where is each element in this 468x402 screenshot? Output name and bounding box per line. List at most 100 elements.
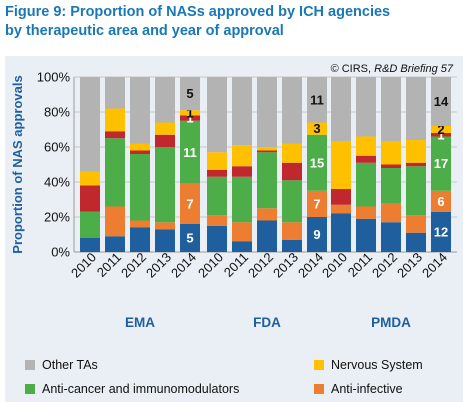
x-tick-label-ema-2012: 2012 (118, 250, 149, 281)
figure-title: Figure 9: Proportion of NASs approved by… (5, 3, 460, 41)
bar-pmda-2014-anti-infective (431, 190, 451, 212)
bar-pmda-2011-other-tas (356, 77, 376, 137)
bar-pmda-2010-nervous-system (331, 141, 351, 189)
bar-pmda-2013-anti-infective (406, 215, 426, 233)
bar-fda-2010-other-tas (207, 77, 227, 153)
bar-pmda-2010-blue-segment (331, 213, 351, 252)
y-axis-title: Proportion of NAS approvals (10, 75, 25, 253)
data-label-ema-2014-red-segment: 1 (186, 111, 193, 126)
bar-ema-2011-anti-cancer-and-immunomodulators (105, 138, 125, 207)
data-label-ema-2014-anti-cancer-and-immunomodulators: 11 (183, 145, 197, 160)
bar-fda-2012-blue-segment (257, 220, 277, 252)
legend-label-nervous-system: Nervous System (331, 358, 423, 372)
x-tick-label-pmda-2013: 2013 (394, 250, 425, 281)
y-tick-label-3: 60% (44, 140, 70, 155)
data-label-fda-2014-other-tas: 11 (310, 92, 324, 107)
bar-pmda-2012-anti-cancer-and-immunomodulators (381, 168, 401, 203)
bar-fda-2010-anti-cancer-and-immunomodulators (207, 176, 227, 216)
data-label-fda-2014-blue-segment: 9 (313, 227, 320, 242)
bar-fda-2014-anti-cancer-and-immunomodulators (307, 134, 327, 191)
bar-ema-2014-anti-infective (180, 183, 200, 224)
group-label-ema: EMA (125, 315, 155, 330)
bar-ema-2013-nervous-system (155, 122, 175, 135)
bar-ema-2013-anti-cancer-and-immunomodulators (155, 147, 175, 223)
bar-pmda-2012-anti-infective (381, 203, 401, 223)
x-tick-label-ema-2011: 2011 (94, 250, 124, 280)
y-tick-label-5: 100% (37, 70, 71, 85)
bar-fda-2010-blue-segment (207, 225, 227, 252)
x-tick-label-ema-2010: 2010 (68, 250, 99, 281)
x-tick-label-fda-2011: 2011 (221, 250, 251, 280)
y-tick-label-0: 0% (51, 245, 70, 260)
data-label-pmda-2014-other-tas: 14 (434, 94, 449, 109)
bar-ema-2010-blue-segment (80, 238, 100, 252)
y-tick-label-4: 80% (44, 105, 70, 120)
bar-fda-2011-anti-cancer-and-immunomodulators (232, 176, 252, 223)
bar-ema-2013-red-segment (155, 134, 175, 147)
bar-fda-2011-red-segment (232, 166, 252, 177)
bar-pmda-2013-nervous-system (406, 140, 426, 163)
bar-fda-2014-anti-infective (307, 190, 327, 217)
data-label-fda-2014-nervous-system: 3 (313, 121, 320, 136)
bar-fda-2014-other-tas (307, 77, 327, 123)
figure-title-line-1: Figure 9: Proportion of NASs approved by… (5, 4, 391, 20)
bar-fda-2013-other-tas (282, 77, 302, 144)
legend-item-other-tas: Other TAs (25, 358, 98, 372)
bar-fda-2010-nervous-system (207, 152, 227, 170)
x-tick-label-ema-2014: 2014 (168, 250, 199, 281)
bar-fda-2012-anti-infective (257, 208, 277, 221)
bar-ema-2011-anti-infective (105, 206, 125, 237)
legend-item-nervous-system: Nervous System (314, 358, 423, 372)
bar-pmda-2013-anti-cancer-and-immunomodulators (406, 166, 426, 216)
bar-ema-2012-other-tas (130, 77, 150, 144)
legend-swatch-anti-infective (314, 384, 324, 394)
bar-ema-2010-red-segment (80, 185, 100, 212)
bar-fda-2013-nervous-system (282, 143, 302, 163)
group-label-fda: FDA (253, 315, 281, 330)
bar-fda-2012-nervous-system (257, 147, 277, 151)
bar-fda-2013-red-segment (282, 162, 302, 181)
data-label-pmda-2014-anti-infective: 6 (437, 194, 444, 209)
bar-pmda-2014-red-segment (431, 133, 451, 137)
bar-ema-2014-blue-segment (180, 224, 200, 252)
bar-fda-2012-other-tas (257, 77, 277, 147)
data-label-fda-2014-anti-cancer-and-immunomodulators: 15 (310, 155, 324, 170)
bar-fda-2010-anti-infective (207, 215, 227, 226)
bar-fda-2011-blue-segment (232, 241, 252, 252)
y-tick-label-1: 20% (44, 210, 70, 225)
data-label-pmda-2014-red-segment: 1 (437, 127, 444, 142)
data-label-ema-2014-other-tas: 5 (186, 86, 193, 101)
bar-pmda-2014-nervous-system (431, 126, 451, 133)
bar-fda-2013-anti-cancer-and-immunomodulators (282, 180, 302, 223)
legend-item-anti-cancer: Anti-cancer and immunomodulators (25, 382, 239, 396)
bar-pmda-2014-other-tas (431, 77, 451, 126)
bar-pmda-2013-red-segment (406, 162, 426, 167)
x-tick-label-pmda-2014: 2014 (419, 250, 450, 281)
bar-ema-2011-nervous-system (105, 108, 125, 132)
bar-ema-2010-anti-cancer-and-immunomodulators (80, 211, 100, 238)
bar-fda-2013-blue-segment (282, 239, 302, 252)
bar-pmda-2012-nervous-system (381, 141, 401, 165)
bar-ema-2012-blue-segment (130, 227, 150, 252)
bar-pmda-2011-anti-infective (356, 206, 376, 219)
x-tick-label-ema-2013: 2013 (143, 250, 174, 281)
data-label-ema-2014-anti-infective: 7 (186, 196, 193, 211)
bar-fda-2011-anti-infective (232, 222, 252, 242)
x-tick-label-fda-2010: 2010 (195, 250, 226, 281)
bar-ema-2012-nervous-system (130, 143, 150, 151)
bar-ema-2013-blue-segment (155, 229, 175, 252)
data-label-pmda-2014-blue-segment: 12 (434, 224, 448, 239)
legend-item-anti-infective: Anti-infective (314, 382, 403, 396)
data-label-ema-2014-blue-segment: 5 (186, 231, 193, 246)
bar-pmda-2011-anti-cancer-and-immunomodulators (356, 162, 376, 207)
bar-pmda-2011-blue-segment (356, 218, 376, 252)
legend-label-anti-infective: Anti-infective (331, 382, 403, 396)
legend-label-anti-cancer: Anti-cancer and immunomodulators (42, 382, 240, 396)
legend-label-other-tas: Other TAs (42, 358, 98, 372)
bar-ema-2011-red-segment (105, 131, 125, 139)
bar-ema-2013-other-tas (155, 77, 175, 123)
x-tick-label-fda-2014: 2014 (295, 250, 326, 281)
bar-fda-2011-nervous-system (232, 145, 252, 167)
bar-fda-2010-red-segment (207, 169, 227, 177)
